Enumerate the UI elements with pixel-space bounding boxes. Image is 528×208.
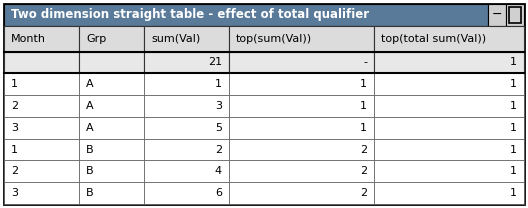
Bar <box>4 117 79 139</box>
Bar <box>4 52 79 73</box>
Text: 2: 2 <box>11 101 18 111</box>
Bar <box>4 26 79 52</box>
Text: A: A <box>86 101 93 111</box>
Text: B: B <box>86 188 93 198</box>
Bar <box>144 52 229 73</box>
Text: 1: 1 <box>360 79 367 89</box>
Text: sum(Val): sum(Val) <box>151 34 200 44</box>
Bar <box>79 182 144 204</box>
Text: 5: 5 <box>215 123 222 133</box>
Text: 1: 1 <box>215 79 222 89</box>
Text: -: - <box>363 57 367 67</box>
Text: 1: 1 <box>510 101 517 111</box>
Text: A: A <box>86 123 93 133</box>
Text: top(sum(Val)): top(sum(Val)) <box>236 34 312 44</box>
Bar <box>374 73 524 95</box>
Text: 1: 1 <box>510 166 517 176</box>
Text: 2: 2 <box>215 145 222 155</box>
Text: 1: 1 <box>510 57 517 67</box>
Bar <box>79 117 144 139</box>
Text: −: − <box>492 8 502 21</box>
Bar <box>4 139 79 160</box>
Bar <box>4 182 79 204</box>
Bar <box>144 117 229 139</box>
Bar <box>374 52 524 73</box>
Text: Two dimension straight table - effect of total qualifier: Two dimension straight table - effect of… <box>11 8 369 21</box>
Bar <box>229 95 374 117</box>
Bar <box>144 95 229 117</box>
Bar <box>144 182 229 204</box>
Bar <box>79 26 144 52</box>
Text: 1: 1 <box>510 123 517 133</box>
Text: 1: 1 <box>360 101 367 111</box>
Text: 1: 1 <box>510 79 517 89</box>
Text: 3: 3 <box>215 101 222 111</box>
Text: Grp: Grp <box>86 34 106 44</box>
Bar <box>144 26 229 52</box>
Bar <box>4 73 79 95</box>
Text: 21: 21 <box>208 57 222 67</box>
Bar <box>229 182 374 204</box>
Text: 2: 2 <box>360 166 367 176</box>
Text: 3: 3 <box>11 123 18 133</box>
Text: 1: 1 <box>360 123 367 133</box>
Text: 2: 2 <box>360 188 367 198</box>
Bar <box>509 7 521 23</box>
Bar <box>229 52 374 73</box>
Bar <box>4 95 79 117</box>
Text: 2: 2 <box>360 145 367 155</box>
Bar <box>374 160 524 182</box>
Text: 1: 1 <box>11 79 18 89</box>
Text: top(total sum(Val)): top(total sum(Val)) <box>381 34 486 44</box>
Bar <box>79 73 144 95</box>
Bar <box>79 95 144 117</box>
Text: 1: 1 <box>11 145 18 155</box>
Bar <box>229 160 374 182</box>
Bar <box>144 73 229 95</box>
Text: Month: Month <box>11 34 46 44</box>
Text: B: B <box>86 166 93 176</box>
Text: 3: 3 <box>11 188 18 198</box>
Bar <box>4 4 488 26</box>
Text: 2: 2 <box>11 166 18 176</box>
Text: A: A <box>86 79 93 89</box>
Bar <box>229 26 374 52</box>
Bar <box>79 139 144 160</box>
Bar <box>229 139 374 160</box>
Bar <box>488 4 506 26</box>
Text: 4: 4 <box>215 166 222 176</box>
Bar <box>144 139 229 160</box>
Bar <box>229 117 374 139</box>
Bar <box>374 182 524 204</box>
Bar <box>506 4 524 26</box>
Bar <box>229 73 374 95</box>
Bar <box>374 26 524 52</box>
Bar <box>4 160 79 182</box>
Bar <box>374 95 524 117</box>
Text: B: B <box>86 145 93 155</box>
Bar <box>79 160 144 182</box>
Bar <box>374 139 524 160</box>
Text: 1: 1 <box>510 145 517 155</box>
Bar <box>79 52 144 73</box>
Text: 6: 6 <box>215 188 222 198</box>
Bar <box>144 160 229 182</box>
Bar <box>374 117 524 139</box>
Text: 1: 1 <box>510 188 517 198</box>
